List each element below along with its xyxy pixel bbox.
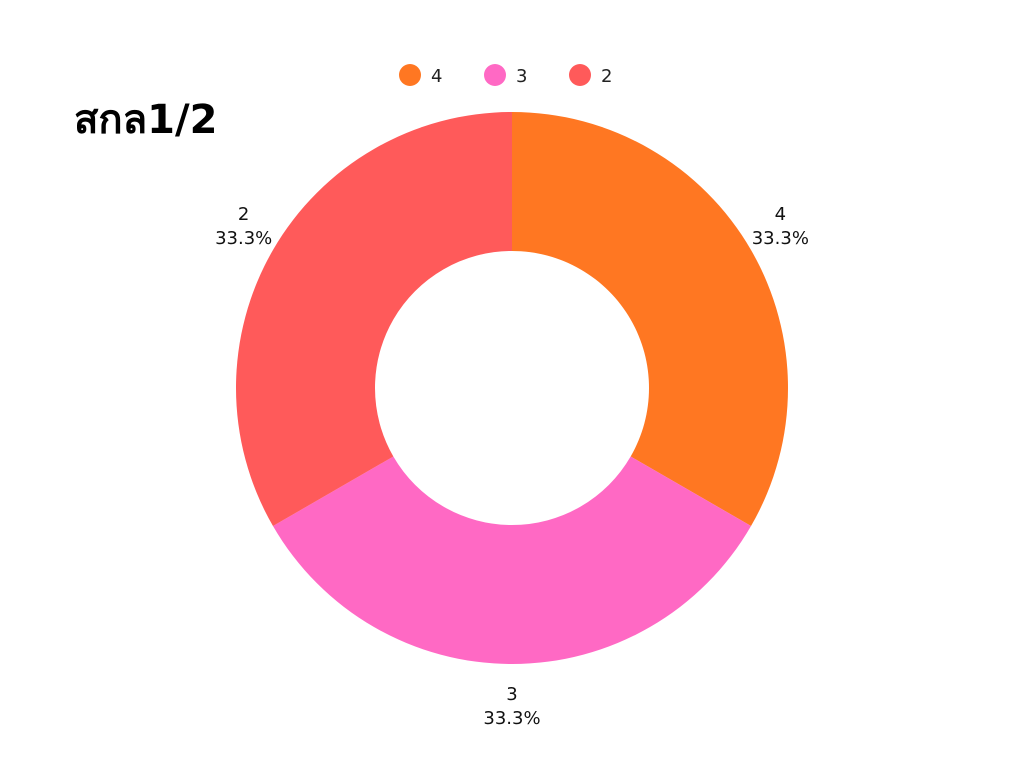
legend-marker-3 xyxy=(484,64,506,86)
chart-slices xyxy=(236,112,788,664)
legend-marker-4 xyxy=(399,64,421,86)
donut-slice-3 xyxy=(272,456,752,664)
legend-label-3: 3 xyxy=(516,66,527,87)
donut-slice-2 xyxy=(236,112,513,526)
chart-slice-labels: 4 33.3% 3 33.3% 2 33.3% xyxy=(215,204,809,729)
slice-label-name-2: 2 xyxy=(238,204,249,225)
legend-label-4: 4 xyxy=(431,66,442,87)
chart-legend: 4 3 2 xyxy=(399,64,612,87)
slice-label-percent-2: 33.3% xyxy=(215,228,272,249)
slice-label-name-3: 3 xyxy=(506,684,517,705)
slice-label-percent-4: 33.3% xyxy=(752,228,809,249)
chart-title: สกล1/2 xyxy=(74,97,217,143)
donut-slice-4 xyxy=(512,112,788,526)
slice-label-percent-3: 33.3% xyxy=(483,708,540,729)
legend-label-2: 2 xyxy=(601,66,612,87)
slice-label-name-4: 4 xyxy=(775,204,786,225)
legend-marker-2 xyxy=(569,64,591,86)
